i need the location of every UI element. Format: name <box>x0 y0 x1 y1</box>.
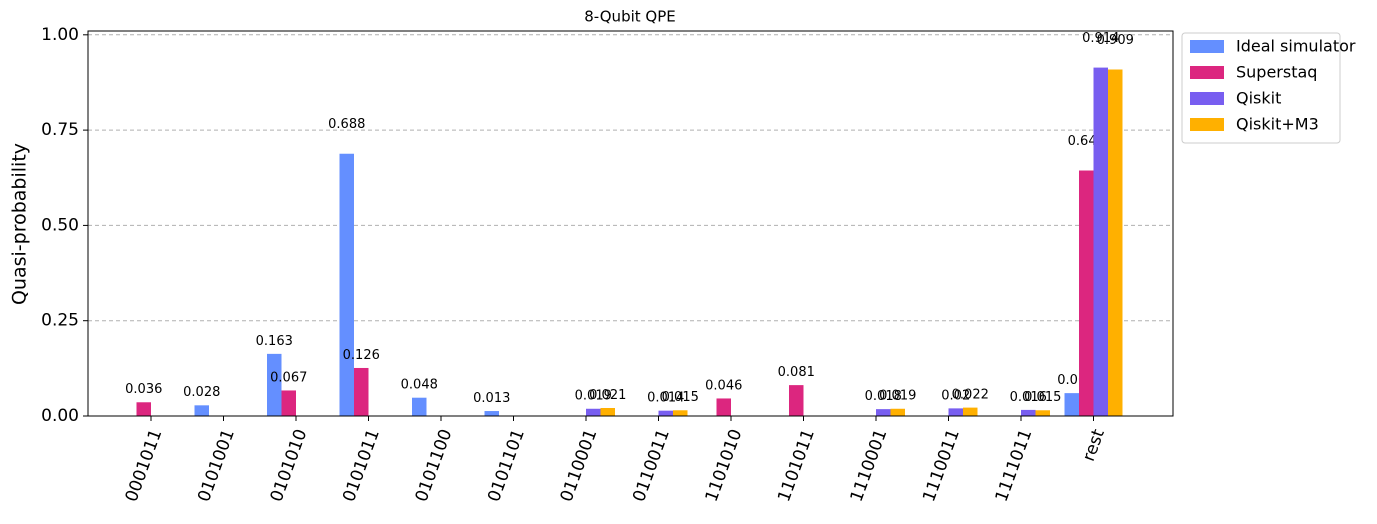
value-label: 0.015 <box>1024 390 1061 405</box>
bar <box>412 397 427 416</box>
value-label: 0.036 <box>125 382 162 397</box>
value-label: 0.067 <box>270 370 307 385</box>
x-tick-label: 0001011 <box>122 427 167 505</box>
bar <box>963 407 978 416</box>
bar <box>1079 170 1094 416</box>
value-label: 0.06 <box>1057 373 1086 388</box>
y-axis-label: Quasi-probability <box>9 143 31 305</box>
y-tick-label: 0.25 <box>41 311 79 331</box>
bar <box>339 153 354 417</box>
value-label: 0.016 <box>1010 390 1047 405</box>
x-tick-label: 0101011 <box>339 427 384 505</box>
legend-swatch <box>1190 118 1224 131</box>
bar <box>1021 409 1036 416</box>
plot-frame <box>87 30 1174 417</box>
x-tick-label: 1101010 <box>702 427 747 505</box>
bar <box>281 390 296 416</box>
x-tick-label: 0110011 <box>629 427 674 505</box>
value-label: 0.015 <box>662 390 699 405</box>
legend-swatch <box>1190 92 1224 105</box>
legend-box <box>1181 32 1341 144</box>
x-tick-label: 0101101 <box>484 427 529 505</box>
bar <box>1108 69 1123 416</box>
value-label: 0.914 <box>1082 31 1119 46</box>
legend-label: Ideal simulator <box>1236 37 1356 56</box>
value-label: 0.688 <box>328 117 365 132</box>
x-tick-label: rest <box>1079 426 1109 464</box>
legend-label: Qiskit+M3 <box>1236 115 1319 134</box>
value-label: 0.028 <box>183 385 220 400</box>
value-label: 0.014 <box>647 391 684 406</box>
value-label: 0.019 <box>879 389 916 404</box>
legend-swatch <box>1190 40 1224 53</box>
y-tick-label: 0.75 <box>41 120 79 140</box>
value-label: 0.046 <box>705 378 742 393</box>
x-tick-label: 0101100 <box>412 427 457 505</box>
y-tick-label: 0.50 <box>41 215 79 235</box>
bar <box>586 408 601 416</box>
bar <box>1064 393 1079 416</box>
bar <box>267 353 282 416</box>
y-tick-label: 1.00 <box>41 25 79 45</box>
bar <box>716 398 731 416</box>
value-label: 0.02 <box>941 388 970 403</box>
value-label: 0.021 <box>589 388 626 403</box>
x-tick-label: 0101001 <box>194 427 239 505</box>
bar <box>194 405 209 416</box>
bar <box>1035 410 1050 416</box>
bar <box>876 409 891 416</box>
value-label: 0.048 <box>401 378 438 393</box>
legend-label: Qiskit <box>1236 89 1281 108</box>
value-label: 0.163 <box>256 334 293 349</box>
bar <box>354 367 369 416</box>
value-label: 0.909 <box>1097 33 1134 48</box>
y-tick-label: 0.00 <box>41 406 79 426</box>
x-tick-label: 0110001 <box>557 427 602 505</box>
value-label: 0.022 <box>952 388 989 403</box>
bar <box>948 408 963 416</box>
value-label: 0.018 <box>865 389 902 404</box>
legend-swatch <box>1190 66 1224 79</box>
bar <box>789 385 804 416</box>
x-tick-label: 1110001 <box>847 427 892 505</box>
bar <box>1093 67 1108 417</box>
bar <box>136 402 151 416</box>
bar <box>484 411 499 416</box>
value-label: 0.019 <box>575 389 612 404</box>
value-label: 0.081 <box>778 365 815 380</box>
chart-title: 8-Qubit QPE <box>584 8 676 26</box>
bar <box>673 410 688 416</box>
value-label: 0.126 <box>343 348 380 363</box>
legend-label: Superstaq <box>1236 63 1317 82</box>
value-label: 0.013 <box>473 391 510 406</box>
x-tick-label: 1110011 <box>919 427 964 505</box>
bar <box>600 407 615 416</box>
bar <box>658 410 673 416</box>
x-tick-label: 1111011 <box>992 427 1037 505</box>
x-tick-label: 0101010 <box>267 427 312 505</box>
x-tick-label: 1101011 <box>774 427 819 505</box>
bar <box>890 408 905 416</box>
